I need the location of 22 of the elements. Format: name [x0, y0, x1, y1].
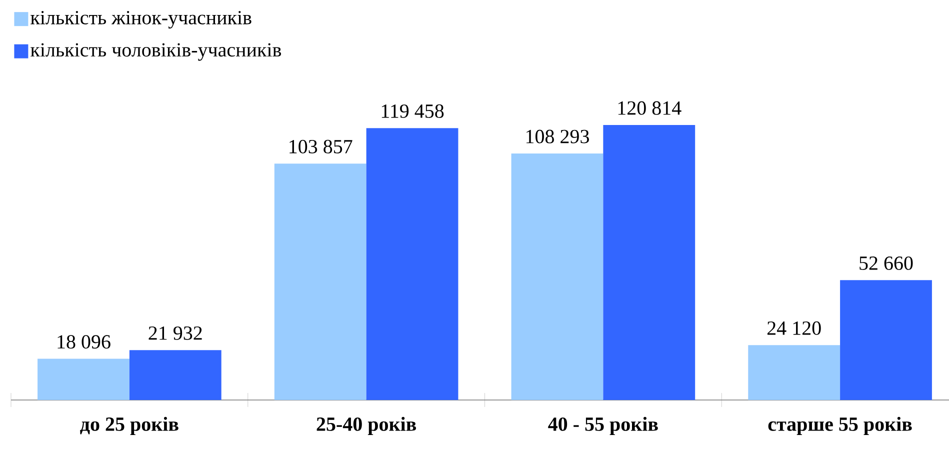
data-label: 18 096 — [58, 335, 110, 349]
x-tick-label: 25-40 років — [316, 416, 416, 435]
x-tick-label: до 25 років — [80, 416, 178, 435]
legend-label: кількість жінок-учасників — [30, 10, 252, 29]
bar — [840, 280, 932, 400]
bar — [129, 350, 222, 400]
data-label: 24 120 — [767, 321, 821, 335]
data-label: 21 932 — [148, 326, 202, 340]
data-label: 120 814 — [618, 101, 682, 115]
bar — [603, 125, 696, 400]
bar — [748, 345, 840, 400]
data-label: 52 660 — [860, 256, 913, 270]
bar — [38, 358, 130, 400]
bar — [511, 154, 604, 400]
legend-label: кількість чоловіків-учасників — [30, 43, 282, 61]
bar — [366, 128, 458, 400]
data-label: 103 857 — [290, 140, 352, 154]
x-tick-label: старше 55 років — [768, 416, 912, 435]
data-label: 119 458 — [382, 104, 444, 118]
bar — [274, 164, 366, 400]
data-label: 108 293 — [526, 130, 589, 144]
x-tick-label: 40 - 55 років — [548, 416, 658, 435]
